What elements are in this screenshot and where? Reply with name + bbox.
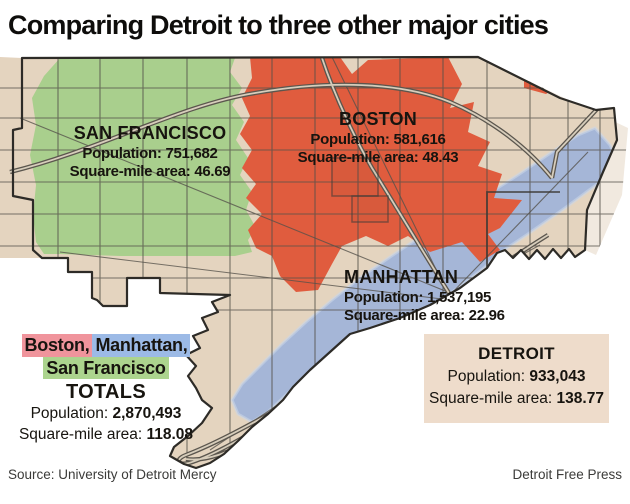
legend-chip-san-francisco: San Francisco [43,356,169,379]
enclave-outline-highland-park [351,195,389,223]
source-credit: Source: University of Detroit Mercy [8,467,217,482]
detroit-name: DETROIT [478,344,555,363]
totals-heading: TOTALS [66,381,146,403]
manhattan-name: MANHATTAN [344,267,459,287]
san-francisco-name: SAN FRANCISCO [73,123,227,143]
legend-chip-manhattan: Manhattan, [92,334,191,357]
map-region-boston [240,57,522,292]
legend-chip-boston: Boston, [21,334,93,357]
detroit-city-boundary [11,55,619,470]
boston-name: BOSTON [339,109,417,129]
highways-core [9,57,600,465]
legend-city-chips: Boston, Manhattan, San Francisco [0,334,212,379]
san-francisco-label: SAN FRANCISCO Population: 751,682 Square… [45,122,255,182]
east-side-inner-boundary [486,191,560,268]
page-title: Comparing Detroit to three other major c… [8,10,549,40]
manhattan-label: MANHATTAN Population: 1,537,195 Square-m… [344,266,554,326]
land-margin-northeast [478,57,628,255]
publisher-credit: Detroit Free Press [512,467,622,482]
boston-label: BOSTON Population: 581,616 Square-mile a… [288,108,468,168]
diagonal-avenues [19,57,589,451]
totals-legend: Boston, Manhattan, San Francisco TOTALS P… [0,334,212,446]
land-margin-west [0,57,42,258]
detroit-info-box: DETROIT Population: 933,043 Square-mile … [424,334,609,423]
